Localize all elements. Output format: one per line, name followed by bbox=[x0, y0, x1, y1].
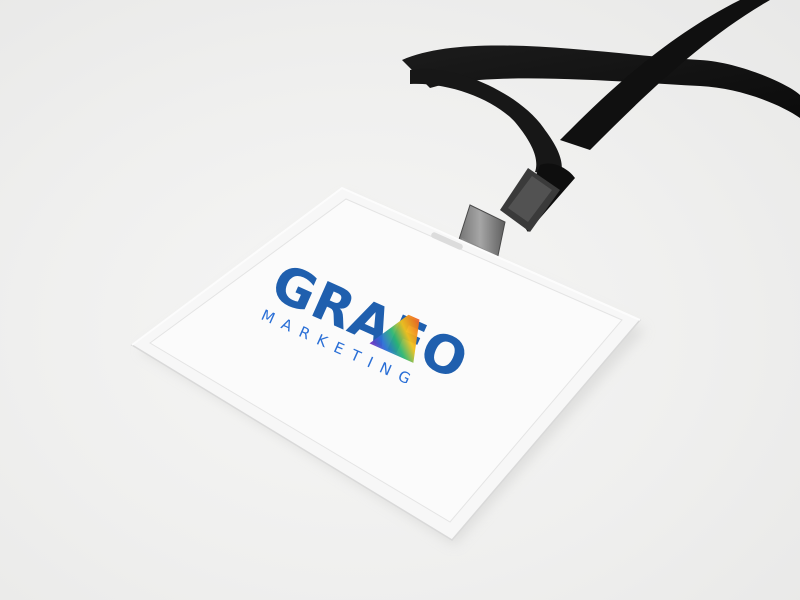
lanyard-strap bbox=[402, 0, 800, 232]
logo-rainbow-mark bbox=[369, 314, 420, 363]
badge-holder bbox=[130, 186, 642, 541]
badge-card bbox=[149, 198, 623, 523]
